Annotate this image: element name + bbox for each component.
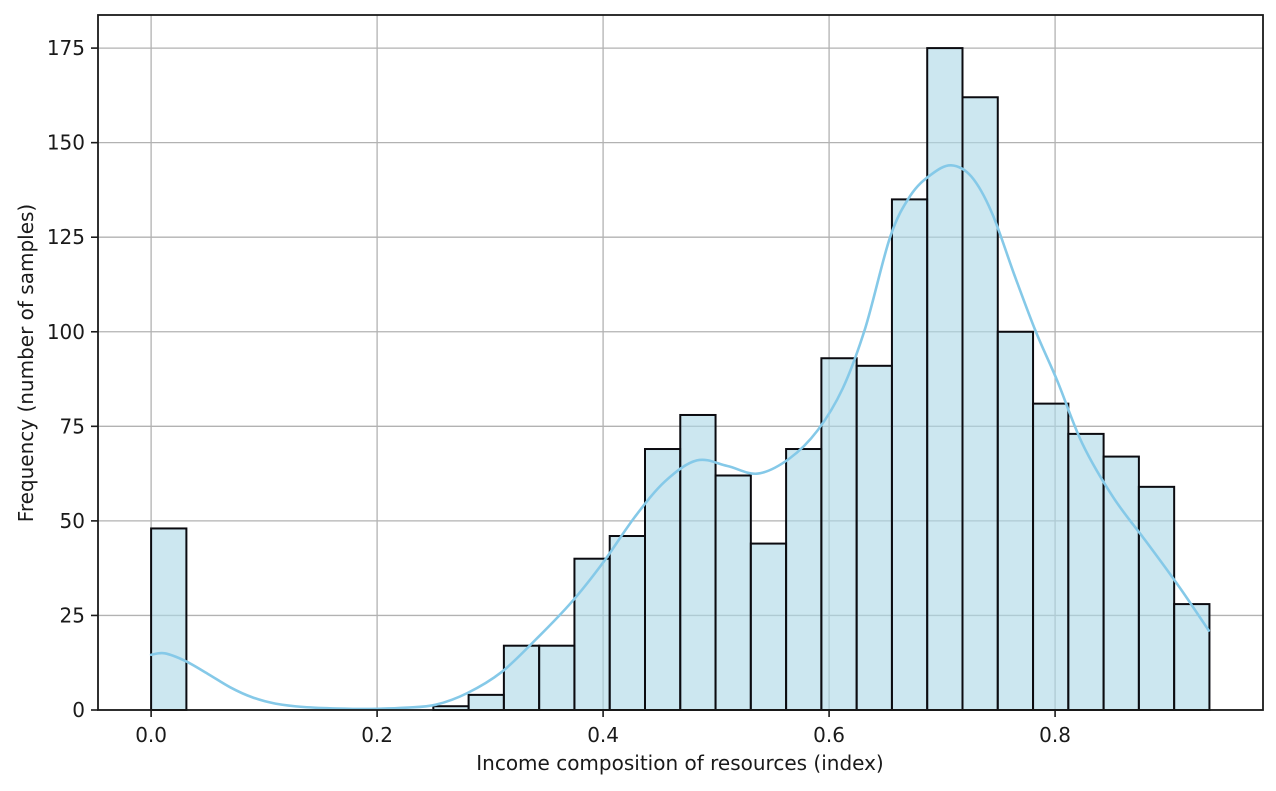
x-tick-label: 0.6 bbox=[813, 723, 845, 747]
y-tick-label: 25 bbox=[60, 603, 85, 627]
y-tick-label: 75 bbox=[60, 414, 85, 438]
y-tick-label: 150 bbox=[47, 131, 85, 155]
histogram-bar bbox=[573, 557, 611, 711]
axis-ticks bbox=[91, 47, 1056, 717]
y-tick-label: 100 bbox=[47, 320, 85, 344]
kde-line bbox=[149, 164, 1211, 711]
plot-border bbox=[97, 14, 1264, 711]
histogram-bar bbox=[1102, 455, 1140, 711]
histogram-bar bbox=[996, 330, 1035, 711]
x-tick-label: 0.4 bbox=[587, 723, 619, 747]
axis-spines bbox=[97, 14, 1264, 711]
histogram-bar bbox=[643, 448, 682, 711]
y-tick-label: 50 bbox=[60, 509, 85, 533]
histogram-bar bbox=[538, 644, 576, 711]
histogram-bar bbox=[150, 527, 188, 711]
histogram-bar bbox=[467, 693, 505, 711]
histogram-bar bbox=[714, 474, 752, 712]
x-tick-label: 0.8 bbox=[1039, 723, 1071, 747]
histogram-bar bbox=[1137, 485, 1176, 711]
histogram-bar bbox=[820, 357, 858, 711]
histogram-bar bbox=[926, 47, 964, 712]
x-tick-label: 0.2 bbox=[361, 723, 393, 747]
x-axis-label: Income composition of resources (index) bbox=[476, 751, 883, 775]
histogram-bar bbox=[1173, 603, 1211, 711]
histogram-bar bbox=[608, 535, 646, 711]
histogram-bar bbox=[961, 96, 999, 711]
histogram-bar bbox=[855, 364, 893, 711]
histogram-bars bbox=[150, 47, 1211, 712]
kde-curve bbox=[149, 164, 1211, 711]
histogram-bar bbox=[749, 542, 788, 712]
tick-labels: 0.0 0.2 0.4 0.6 0.8 0 25 50 75 100 125 150 175 bbox=[47, 36, 1071, 747]
y-tick-label: 125 bbox=[47, 225, 85, 249]
histogram-bar bbox=[785, 448, 823, 711]
histogram-bar bbox=[1032, 402, 1070, 711]
histogram-bar bbox=[890, 198, 929, 711]
y-axis-label: Frequency (number of samples) bbox=[14, 204, 38, 522]
y-tick-label: 0 bbox=[72, 698, 85, 722]
y-tick-label: 175 bbox=[47, 36, 85, 60]
histogram-bar bbox=[1067, 432, 1105, 711]
x-tick-label: 0.0 bbox=[135, 723, 167, 747]
